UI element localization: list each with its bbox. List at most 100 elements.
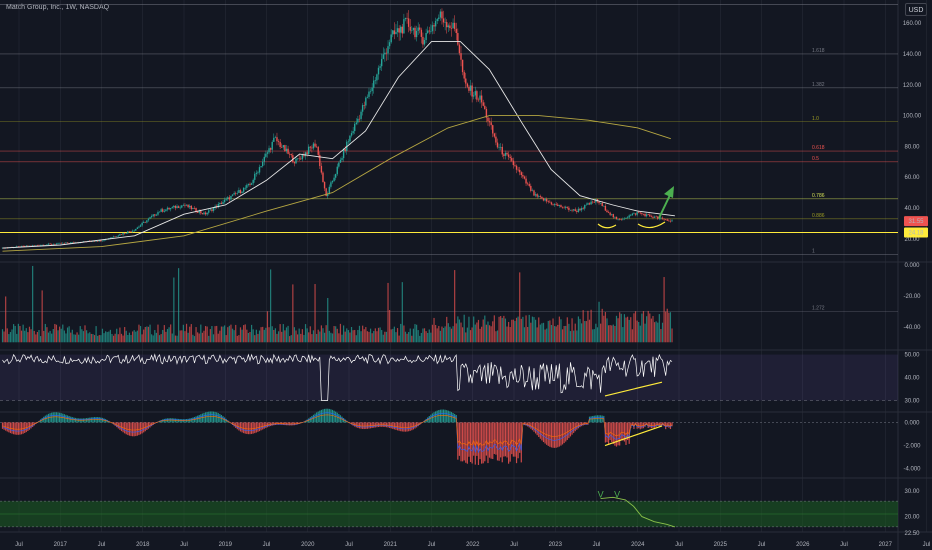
rsi-divergence-line — [604, 381, 663, 397]
pane2-bar-356 — [566, 317, 568, 343]
pane2-bar-196 — [312, 330, 315, 343]
pane2-bar-244 — [389, 310, 391, 343]
macd-bar-8 — [14, 422, 16, 435]
candle-body-262 — [417, 27, 419, 31]
pane2-bar-313 — [498, 316, 500, 343]
pane2-bar-158 — [252, 329, 254, 343]
candle-body-71 — [114, 236, 116, 238]
macd-bar-164 — [262, 422, 264, 430]
candle-body-83 — [133, 230, 135, 232]
candle-body-416 — [661, 217, 664, 219]
candle-body-310 — [493, 133, 496, 137]
macd-bar-7 — [13, 422, 15, 435]
candle-body-44 — [71, 242, 74, 243]
pane2-bar-385 — [612, 324, 614, 343]
macd-bar-360 — [573, 422, 575, 433]
pane2-bar-166 — [265, 327, 267, 343]
candle-body-269 — [428, 30, 430, 32]
pane2-bar-21 — [35, 334, 37, 343]
candle-body-178 — [284, 145, 286, 152]
candle-body-405 — [644, 214, 646, 217]
macd-bar-273 — [435, 411, 437, 423]
pane2-bar-298 — [474, 324, 476, 343]
pane2-bar-307 — [488, 325, 491, 343]
candle-body-16 — [27, 245, 29, 247]
pane2-bar-360 — [573, 330, 575, 343]
macd-bar-259 — [412, 422, 415, 430]
candle-body-146 — [233, 193, 235, 195]
price-tick-1: 40.00 — [904, 206, 920, 212]
candle-body-152 — [242, 187, 245, 192]
candle-body-175 — [279, 142, 281, 147]
macd-bar-278 — [442, 409, 445, 423]
candle-body-82 — [131, 230, 134, 232]
pane2-bar-329 — [523, 327, 526, 343]
pane2-bar-369 — [587, 310, 589, 343]
pane2-bar-125 — [200, 324, 202, 343]
macd-bar-39 — [63, 414, 65, 423]
candle-body-319 — [507, 154, 510, 157]
pane2-bar-146 — [233, 330, 235, 343]
macd-bar-161 — [257, 422, 259, 432]
pane2-bar-261 — [415, 324, 418, 343]
pane2-bar-259 — [412, 328, 415, 343]
candle-body-97 — [155, 214, 158, 216]
candle-body-153 — [244, 187, 246, 189]
pane2-bar-144 — [230, 324, 232, 343]
candle-body-56 — [90, 241, 93, 242]
candle-body-388 — [617, 219, 619, 220]
macd-bar-345 — [549, 422, 551, 447]
candle-body-226 — [360, 111, 362, 119]
pane2-bar-239 — [381, 330, 383, 343]
candle-body-240 — [382, 54, 384, 59]
candle-body-165 — [263, 156, 265, 162]
candle-body-359 — [571, 209, 573, 211]
time-tick-19: 2026 — [796, 542, 810, 548]
pane2-bar-100 — [160, 334, 162, 343]
pane2-bar-183 — [292, 284, 294, 343]
macd-bar-386 — [614, 422, 616, 446]
candle-body-392 — [623, 218, 626, 220]
pane2-bar-249 — [396, 328, 399, 343]
pane2-bar-240 — [382, 334, 384, 343]
candle-body-186 — [296, 158, 299, 160]
macd-bar-57 — [92, 417, 94, 423]
pane2-bar-359 — [571, 318, 573, 343]
pane2-bar-407 — [647, 310, 649, 343]
pane2-bar-27 — [44, 323, 46, 343]
last-price-label: 31.55 — [908, 219, 924, 225]
pane2-bar-269 — [428, 329, 430, 343]
pane2-bar-394 — [626, 316, 629, 343]
pane2-bar-87 — [139, 326, 142, 343]
macd-bar-137 — [219, 413, 221, 423]
candle-body-17 — [28, 245, 31, 247]
candle-body-179 — [285, 148, 288, 152]
pane2-bar-122 — [195, 327, 197, 343]
candle-body-200 — [319, 154, 321, 167]
macd-bar-33 — [54, 412, 56, 423]
macd-bar-158 — [252, 422, 254, 434]
macd-bar-390 — [620, 422, 622, 441]
pane2-bar-20 — [33, 330, 35, 343]
pane2-bar-60 — [97, 335, 99, 343]
macd-bar-123 — [197, 415, 199, 423]
candle-body-41 — [66, 242, 69, 244]
candle-body-116 — [185, 204, 188, 206]
pane2-bar-58 — [93, 335, 96, 343]
pane2-bar-370 — [588, 319, 591, 343]
pane2-bar-76 — [122, 335, 124, 343]
macd-bar-256 — [408, 422, 410, 432]
pane2-bar-96 — [154, 330, 156, 343]
candle-body-413 — [657, 216, 659, 219]
pane2-bar-326 — [519, 272, 521, 343]
pane2-bar-336 — [534, 319, 537, 343]
pane2-bar-67 — [108, 331, 110, 343]
macd-bar-4 — [8, 422, 10, 433]
candle-body-394 — [626, 217, 629, 219]
pane2-bar-31 — [51, 333, 53, 343]
candle-body-61 — [98, 240, 100, 242]
candle-body-199 — [317, 147, 319, 155]
candle-body-157 — [250, 183, 253, 185]
candle-body-171 — [273, 137, 275, 142]
